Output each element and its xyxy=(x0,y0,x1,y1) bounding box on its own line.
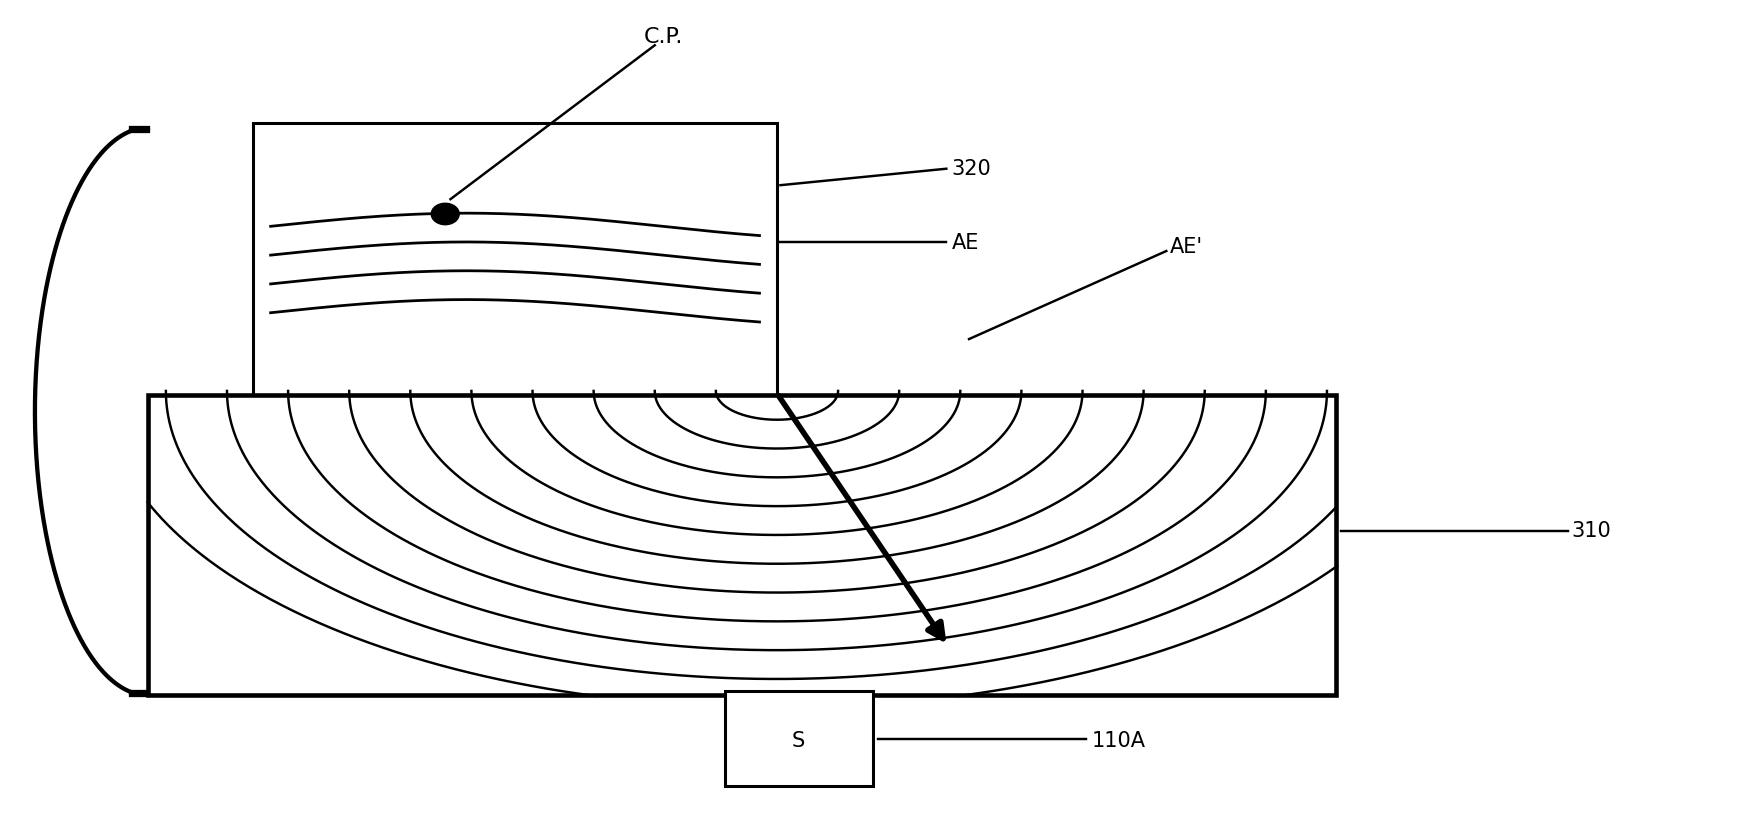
Text: 110A: 110A xyxy=(1091,731,1145,751)
Ellipse shape xyxy=(431,203,459,225)
Text: S: S xyxy=(791,731,805,751)
Text: 310: 310 xyxy=(1571,521,1612,541)
Bar xyxy=(148,395,1336,695)
Text: AE': AE' xyxy=(1170,237,1203,257)
Text: AE: AE xyxy=(952,233,980,253)
Bar xyxy=(253,123,777,395)
Bar xyxy=(725,691,873,786)
Text: C.P.: C.P. xyxy=(644,27,683,47)
Text: 320: 320 xyxy=(952,159,992,179)
